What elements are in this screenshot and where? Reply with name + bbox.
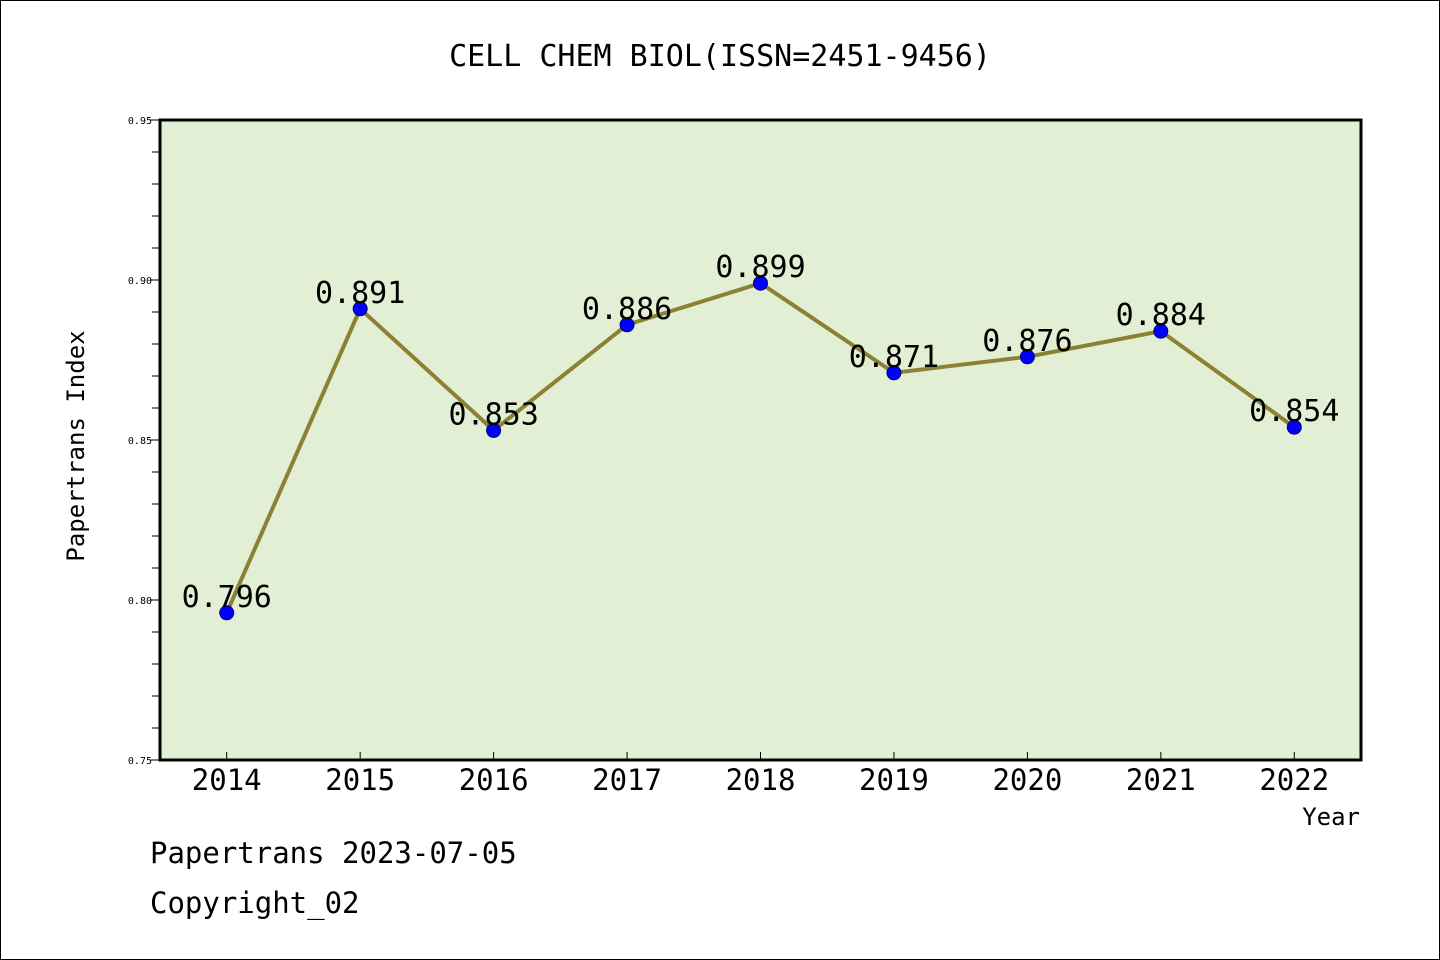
y-tick-label: 0.95 (128, 116, 152, 127)
data-label: 0.876 (982, 324, 1072, 359)
data-label: 0.871 (849, 340, 939, 375)
data-label: 0.884 (1116, 298, 1206, 333)
data-point (1153, 323, 1169, 339)
data-point (753, 275, 768, 291)
data-labels: 0.796 0.891 0.853 0.886 0.899 0.871 0.876 0.884… (182, 250, 1340, 615)
data-point (219, 605, 235, 621)
x-tick-label: 2018 (726, 763, 796, 797)
x-tick-label: 2021 (1126, 763, 1196, 797)
y-axis: 0.75 0.80 0.85 0.90 0.95 (128, 116, 160, 767)
data-point (619, 317, 635, 333)
x-tick-label: 2019 (859, 763, 929, 797)
y-tick-label: 0.85 (128, 436, 152, 447)
data-label: 0.899 (715, 250, 805, 285)
data-label: 0.796 (182, 580, 272, 615)
data-label: 0.853 (448, 397, 538, 432)
y-tick-label: 0.75 (128, 756, 152, 767)
x-tick-label: 2016 (459, 763, 529, 797)
chart-title: CELL CHEM BIOL(ISSN=2451-9456) (449, 39, 991, 74)
y-axis-label: Papertrans Index (62, 330, 90, 561)
data-point (1019, 349, 1035, 365)
footer-date: Papertrans 2023-07-05 (150, 836, 517, 870)
data-label: 0.886 (582, 292, 672, 327)
data-point (1286, 419, 1302, 435)
plot-area (160, 120, 1361, 760)
x-tick-label: 2020 (992, 763, 1062, 797)
x-tick-label: 2022 (1259, 763, 1329, 797)
data-label: 0.891 (315, 276, 405, 311)
x-tick-label: 2017 (592, 763, 662, 797)
data-label: 0.854 (1249, 394, 1339, 429)
x-tick-label: 2015 (325, 763, 395, 797)
x-axis-label: Year (1302, 803, 1360, 831)
data-point (352, 301, 368, 317)
footer-copyright: Copyright_02 (150, 886, 360, 920)
x-tick-label: 2014 (192, 763, 262, 797)
data-points (219, 275, 1302, 621)
data-point (886, 365, 902, 381)
data-point (486, 422, 502, 438)
plot-border (158, 118, 1363, 762)
x-axis: 2014 2015 2016 2017 2018 2019 2020 2021 2022 (192, 752, 1329, 797)
y-tick-label: 0.80 (128, 596, 152, 607)
y-tick-label: 0.90 (128, 276, 152, 287)
